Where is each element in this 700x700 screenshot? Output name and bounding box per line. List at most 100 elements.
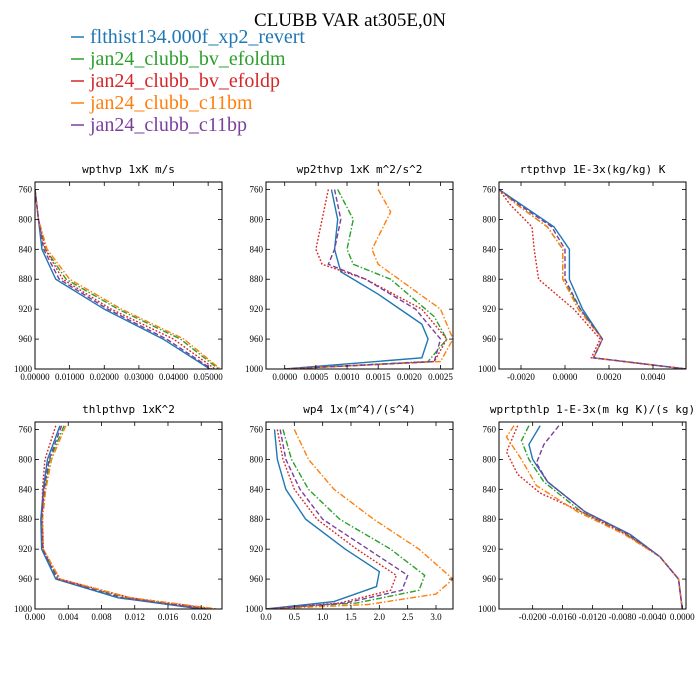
y-tick-label: 760 <box>483 184 497 194</box>
series-line <box>266 429 381 609</box>
series-line <box>266 429 409 609</box>
x-tick-label: 0.008 <box>91 612 112 622</box>
y-tick-label: 1000 <box>478 604 497 614</box>
x-tick-label: 0.0010 <box>335 372 360 382</box>
x-tick-label: 0.01000 <box>55 372 85 382</box>
series-line <box>535 425 683 609</box>
legend-entry: jan24_clubb_bv_efoldm <box>71 48 286 70</box>
x-tick-label: 0.0005 <box>303 372 328 382</box>
series-line <box>266 429 426 609</box>
series-line <box>284 189 429 369</box>
plot-frame <box>265 421 454 610</box>
legend-label: jan24_clubb_c11bp <box>89 114 247 136</box>
x-tick-label: 0.012 <box>125 612 145 622</box>
x-tick-label: 0.020 <box>191 612 212 622</box>
y-tick-label: 800 <box>19 214 33 224</box>
series-line <box>499 189 686 369</box>
x-tick-label: 0.0020 <box>597 372 622 382</box>
y-tick-label: 840 <box>19 244 33 254</box>
x-tick-label: 0.0 <box>260 612 272 622</box>
y-tick-label: 760 <box>19 424 33 434</box>
legend-entry: flthist134.000f_xp2_revert <box>71 26 305 48</box>
y-tick-label: 760 <box>250 424 264 434</box>
chart-panel: wp2thvp 1xK m^2/s^2 760 800 840 880 920 960 100… <box>245 163 454 382</box>
series-line <box>528 425 683 609</box>
y-tick-label: 1000 <box>245 604 264 614</box>
legend-label: flthist134.000f_xp2_revert <box>90 26 305 48</box>
y-tick-label: 880 <box>250 514 264 524</box>
series-line <box>266 429 453 609</box>
y-tick-label: 920 <box>19 544 33 554</box>
figure-title: CLUBB VAR at305E,0N <box>254 10 446 31</box>
series-line <box>499 188 686 369</box>
y-tick-label: 920 <box>19 304 33 314</box>
y-tick-label: 840 <box>250 484 264 494</box>
x-tick-label: -0.0040 <box>638 612 666 622</box>
series-line <box>35 189 219 369</box>
y-tick-label: 800 <box>250 454 264 464</box>
series-line <box>284 189 442 369</box>
series-group <box>266 429 453 609</box>
y-tick-label: 920 <box>250 544 264 554</box>
y-tick-label: 880 <box>483 514 497 524</box>
y-tick-label: 960 <box>19 574 33 584</box>
x-tick-label: 0.0000 <box>272 372 297 382</box>
y-tick-label: 960 <box>19 334 33 344</box>
x-tick-label: 3.0 <box>430 612 442 622</box>
panel-title: rtpthvp 1E-3x(kg/kg) K <box>520 163 666 176</box>
x-tick-label: 1.5 <box>345 612 357 622</box>
legend-label: jan24_clubb_bv_efoldp <box>89 70 280 92</box>
y-tick-label: 960 <box>250 334 264 344</box>
x-tick-label: 0.04000 <box>159 372 189 382</box>
plot-frame <box>498 181 687 370</box>
y-tick-label: 880 <box>19 274 33 284</box>
chart-panel: wprtpthlp 1-E-3x(m kg K)/(s kg) 760 800 840… <box>478 403 695 622</box>
series-group <box>284 189 453 369</box>
y-tick-label: 840 <box>250 244 264 254</box>
series-group <box>499 188 686 369</box>
series-line <box>284 189 453 369</box>
y-tick-label: 880 <box>19 514 33 524</box>
panel-title: wprtpthlp 1-E-3x(m kg K)/(s kg) <box>490 403 695 416</box>
y-tick-label: 840 <box>483 484 497 494</box>
x-tick-label: 0.0015 <box>366 372 391 382</box>
x-tick-label: 0.004 <box>58 612 79 622</box>
y-tick-label: 800 <box>483 214 497 224</box>
x-tick-label: 0.0040 <box>641 372 666 382</box>
series-line <box>266 429 398 609</box>
legend-entry: jan24_clubb_c11bp <box>71 114 247 136</box>
y-tick-label: 960 <box>483 334 497 344</box>
series-line <box>284 189 448 369</box>
plot-frame <box>34 421 223 610</box>
y-tick-label: 1000 <box>245 364 264 374</box>
y-tick-label: 920 <box>483 544 497 554</box>
y-tick-label: 1000 <box>14 604 33 614</box>
series-line <box>499 188 686 369</box>
x-tick-label: 0.00000 <box>20 372 50 382</box>
x-tick-label: -0.0160 <box>549 612 577 622</box>
legend-entry: jan24_clubb_c11bm <box>71 92 253 114</box>
x-tick-label: -0.0020 <box>507 372 535 382</box>
x-tick-label: 0.0025 <box>428 372 453 382</box>
y-tick-label: 760 <box>250 184 264 194</box>
x-tick-label: -0.0080 <box>609 612 637 622</box>
legend: flthist134.000f_xp2_revertjan24_clubb_bv… <box>71 26 305 136</box>
series-line <box>35 189 221 369</box>
x-tick-label: 0.016 <box>158 612 179 622</box>
y-tick-label: 840 <box>19 484 33 494</box>
panel-title: wpthvp 1xK m/s <box>82 163 175 176</box>
series-group <box>40 425 218 609</box>
y-tick-label: 1000 <box>14 364 33 374</box>
x-tick-label: 2.0 <box>374 612 386 622</box>
legend-label: jan24_clubb_bv_efoldm <box>89 48 286 70</box>
y-tick-label: 920 <box>483 304 497 314</box>
plot-frame <box>265 181 454 370</box>
y-tick-label: 800 <box>483 454 497 464</box>
x-tick-label: 0.0020 <box>397 372 422 382</box>
y-tick-label: 800 <box>250 214 264 224</box>
x-tick-label: -0.0200 <box>519 612 547 622</box>
chart-panel: wp4 1x(m^4)/(s^4)76080084088092096010000… <box>245 403 454 622</box>
chart-panel: wpthvp 1xK m/s 760 800 840 880 920 960 10000.00… <box>14 163 223 382</box>
series-line <box>41 425 218 609</box>
series-line <box>499 188 686 369</box>
